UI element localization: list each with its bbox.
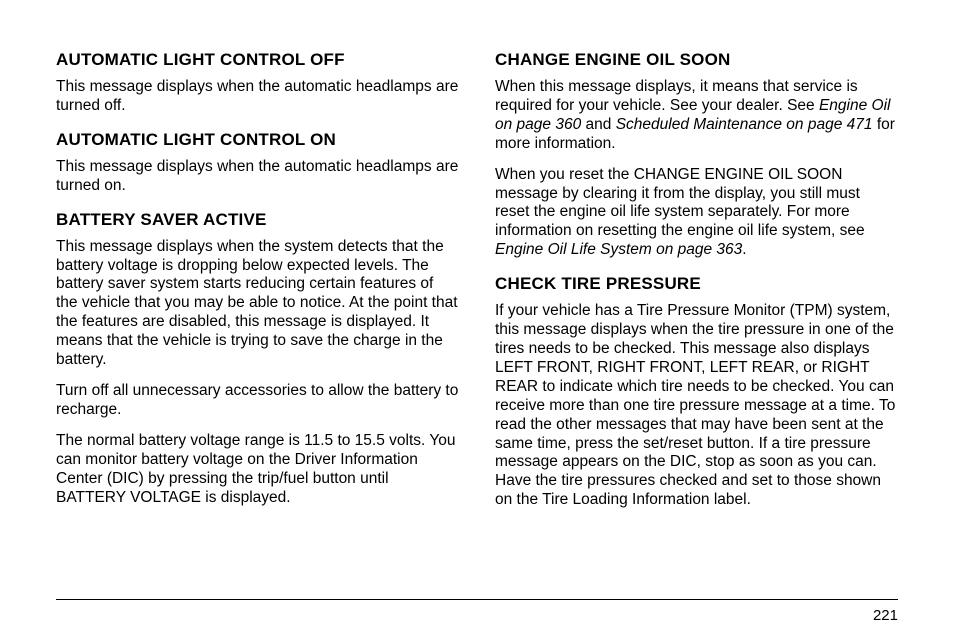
heading-change-oil: CHANGE ENGINE OIL SOON — [495, 50, 898, 70]
two-column-layout: AUTOMATIC LIGHT CONTROL OFF This message… — [56, 50, 898, 522]
para-change-oil-1: When this message displays, it means tha… — [495, 78, 898, 154]
para-battery-saver-3: The normal battery voltage range is 11.5… — [56, 432, 459, 508]
text-run: and — [581, 116, 615, 133]
heading-auto-light-on: AUTOMATIC LIGHT CONTROL ON — [56, 130, 459, 150]
manual-page: AUTOMATIC LIGHT CONTROL OFF This message… — [0, 0, 954, 636]
para-battery-saver-2: Turn off all unnecessary accessories to … — [56, 382, 459, 420]
xref-oil-life-system: Engine Oil Life System on page 363 — [495, 241, 742, 258]
footer-rule — [56, 599, 898, 600]
para-auto-light-off: This message displays when the automatic… — [56, 78, 459, 116]
page-number: 221 — [873, 607, 898, 624]
para-battery-saver-1: This message displays when the system de… — [56, 238, 459, 370]
right-column: CHANGE ENGINE OIL SOON When this message… — [495, 50, 898, 522]
text-run: When you reset the CHANGE ENGINE OIL SOO… — [495, 166, 865, 240]
heading-check-tire-pressure: CHECK TIRE PRESSURE — [495, 274, 898, 294]
text-run: When this message displays, it means tha… — [495, 78, 858, 114]
left-column: AUTOMATIC LIGHT CONTROL OFF This message… — [56, 50, 459, 522]
text-run: . — [742, 241, 746, 258]
para-check-tire-pressure: If your vehicle has a Tire Pressure Moni… — [495, 302, 898, 510]
para-change-oil-2: When you reset the CHANGE ENGINE OIL SOO… — [495, 166, 898, 261]
xref-scheduled-maintenance: Scheduled Maintenance on page 471 — [616, 116, 873, 133]
heading-battery-saver: BATTERY SAVER ACTIVE — [56, 210, 459, 230]
heading-auto-light-off: AUTOMATIC LIGHT CONTROL OFF — [56, 50, 459, 70]
para-auto-light-on: This message displays when the automatic… — [56, 158, 459, 196]
